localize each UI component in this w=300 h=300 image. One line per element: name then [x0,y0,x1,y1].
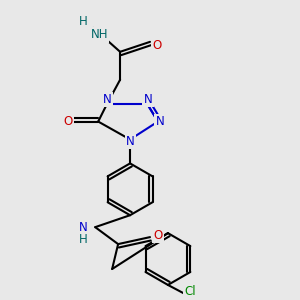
Text: N: N [103,93,112,106]
Text: H: H [79,232,88,246]
Text: O: O [64,115,73,128]
Text: Cl: Cl [184,285,196,298]
Text: N: N [156,115,164,128]
Text: O: O [153,229,163,242]
Text: O: O [152,39,162,52]
Text: N: N [126,135,134,148]
Text: N: N [144,93,152,106]
Text: N: N [79,221,88,234]
Text: H: H [79,15,88,28]
Text: NH: NH [90,28,108,41]
